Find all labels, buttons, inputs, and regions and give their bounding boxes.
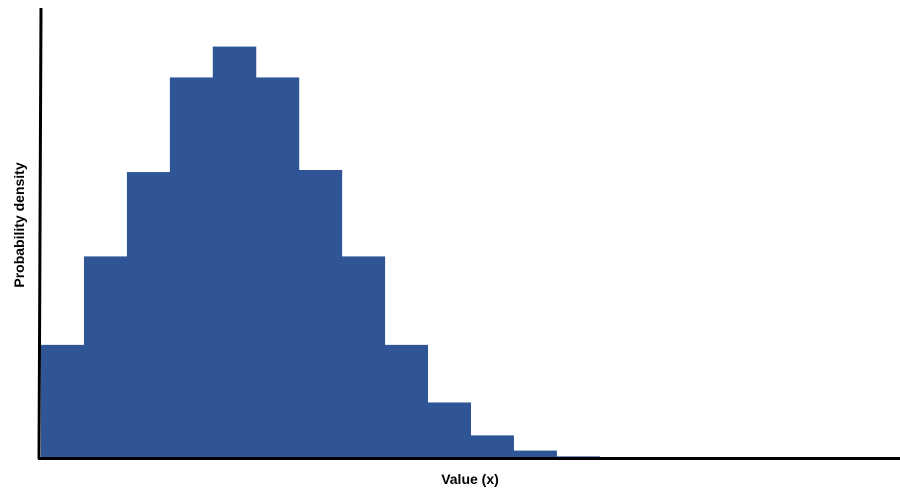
histogram-bars (41, 46, 600, 459)
histogram-bar-4 (169, 77, 214, 459)
y-axis-label: Probability density (11, 162, 27, 287)
histogram-bar-9 (384, 344, 429, 458)
histogram-bar-1 (41, 344, 85, 458)
y-axis-line (37, 7, 43, 460)
histogram-bar-3 (126, 172, 171, 458)
histogram-bar-7 (298, 170, 343, 458)
histogram-bar-6 (255, 77, 300, 459)
histogram-bar-10 (427, 402, 471, 458)
histogram-bar-2 (83, 256, 128, 458)
histogram-bar-12 (513, 450, 557, 458)
histogram-bar-5 (212, 46, 257, 458)
histogram-bar-8 (341, 256, 386, 458)
histogram-bar-11 (470, 435, 514, 458)
x-axis-label: Value (x) (441, 471, 499, 487)
